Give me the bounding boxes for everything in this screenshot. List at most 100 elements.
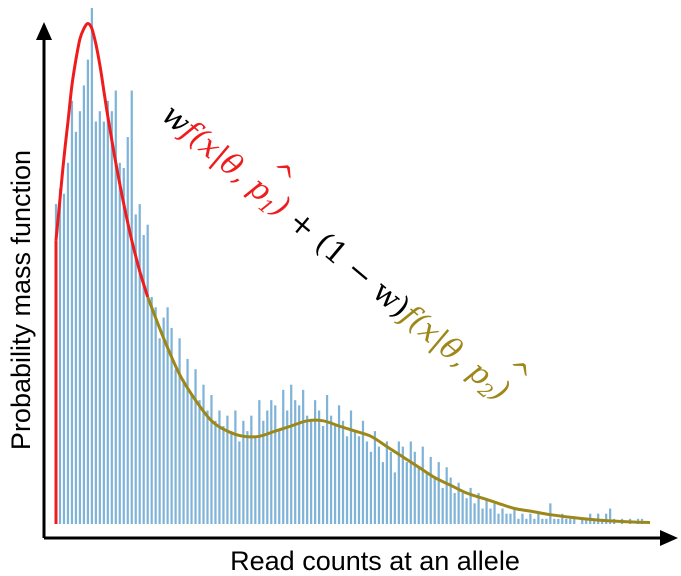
histogram-bar <box>90 8 93 524</box>
histogram-bar <box>102 121 105 525</box>
histogram-bar <box>66 162 70 525</box>
histogram-bar <box>274 405 277 524</box>
histogram-bar <box>174 369 177 524</box>
histogram-bar <box>314 400 317 524</box>
histogram-bar <box>94 121 97 525</box>
histogram-bar <box>541 518 544 524</box>
histogram-bar <box>533 518 536 524</box>
mixture-formula: wf(x|θ, p1) + (1 − w)f(x|θ, p2) ^ ^ <box>153 97 538 410</box>
histogram-bar <box>417 467 420 524</box>
histogram-bar <box>505 513 508 524</box>
histogram-bar <box>341 420 345 524</box>
histogram-bar <box>234 410 237 524</box>
histogram-bar <box>329 415 333 524</box>
histogram-bar <box>298 405 301 524</box>
histogram-bar <box>162 317 165 524</box>
histogram-bar <box>325 395 329 524</box>
histogram-bar <box>365 441 369 524</box>
histogram-bar <box>509 513 512 524</box>
histogram-bar <box>210 395 213 524</box>
histogram-bar <box>154 307 157 524</box>
histogram-bar <box>321 425 325 524</box>
histogram-bar <box>122 167 125 524</box>
histogram-bar <box>513 508 516 524</box>
histogram-bar <box>401 446 404 524</box>
histogram-bar <box>110 111 113 524</box>
histogram-bar <box>142 235 145 525</box>
histogram-bar <box>337 405 341 524</box>
histogram-bar <box>134 214 137 524</box>
histogram-bar <box>246 431 249 524</box>
histogram-bar <box>262 420 265 524</box>
histogram-bar <box>465 498 468 524</box>
histogram-bar <box>218 410 221 524</box>
histogram-bar <box>70 100 74 524</box>
histogram-bar <box>230 431 233 524</box>
histogram-bar <box>214 420 217 524</box>
histogram-bar <box>565 518 568 524</box>
histogram-bar <box>405 462 408 524</box>
histogram-bar <box>254 436 257 524</box>
histogram-bar <box>489 508 492 524</box>
y-axis-arrowhead <box>36 22 52 40</box>
histogram-bar <box>493 503 496 524</box>
histogram-bar <box>353 431 357 524</box>
histogram-bar <box>258 400 261 524</box>
histogram-bar <box>521 513 524 524</box>
histogram-bar <box>397 441 400 524</box>
histogram-bar <box>377 446 381 524</box>
histogram-bar <box>361 420 365 524</box>
x-axis-arrowhead <box>660 530 678 546</box>
histogram-bar <box>118 162 121 525</box>
histogram-bar <box>585 518 588 524</box>
histogram-bar <box>130 90 133 524</box>
histogram-bar <box>369 451 373 524</box>
component-1-curve <box>54 22 150 298</box>
histogram-bar <box>557 518 560 524</box>
histogram-bar <box>609 508 612 524</box>
histogram-bar <box>74 131 78 524</box>
svg-text:wf(x|θ, p1) + (1 − w)f(x: wf(x|θ, p1) + (1 − w)f(x|θ, p2) <box>153 97 516 410</box>
histogram-bar <box>294 400 297 524</box>
histogram-bar <box>86 59 89 524</box>
histogram-bar <box>306 415 309 524</box>
histogram-bar <box>278 431 281 524</box>
histogram-bar <box>525 518 528 524</box>
histogram-bar <box>290 384 293 524</box>
histogram-bar <box>605 513 608 524</box>
histogram-bar <box>485 498 488 524</box>
histogram-bar <box>106 100 109 524</box>
x-axis-label: Read counts at an allele <box>230 546 520 576</box>
histogram-bar <box>529 513 532 524</box>
histogram-bar <box>581 518 584 524</box>
histogram-bar <box>345 436 349 524</box>
histogram-bar <box>282 389 285 524</box>
histogram-bar <box>561 513 564 524</box>
histogram-bar <box>409 441 412 524</box>
mixture-curves <box>54 22 651 524</box>
histogram-bar <box>429 456 432 524</box>
histogram-bar <box>150 296 153 524</box>
histogram-bar <box>206 410 209 524</box>
histogram-bar <box>286 410 289 524</box>
histogram-bar <box>461 493 464 524</box>
histogram-bar <box>389 451 392 524</box>
histogram-bar <box>497 513 500 524</box>
histogram-bar <box>425 472 428 524</box>
histogram-bar <box>250 415 253 524</box>
histogram-bar <box>318 410 321 524</box>
histogram-bar <box>190 395 193 524</box>
histogram-bar <box>481 508 484 524</box>
histogram-bar <box>593 518 596 524</box>
histogram-bar <box>242 420 245 524</box>
histogram-bar <box>441 487 444 524</box>
histogram-bar <box>238 441 241 524</box>
histogram-bar <box>349 410 353 524</box>
histogram-bar <box>226 415 229 524</box>
histogram-bar <box>381 462 385 524</box>
histogram-bar <box>302 389 305 524</box>
histogram-bar <box>569 518 572 524</box>
histogram-bar <box>82 85 86 525</box>
histogram-bar <box>501 508 504 524</box>
histogram-bar <box>393 472 396 524</box>
